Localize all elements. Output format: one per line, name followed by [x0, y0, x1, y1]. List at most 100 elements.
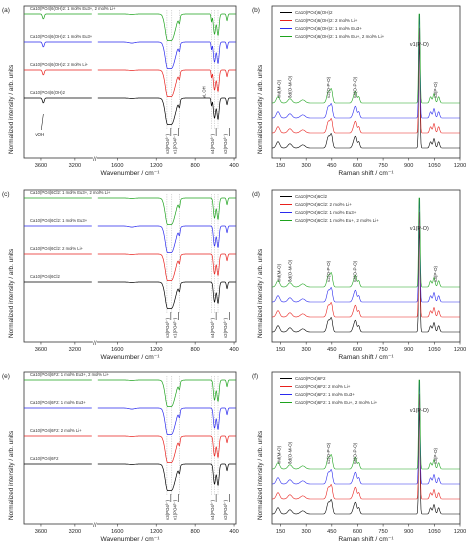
peak-label: ν2(PO4³⁻)	[223, 133, 228, 154]
peak-label: δd(O-M-O)	[288, 75, 293, 98]
peak-label: ν4(PO4³⁻)	[210, 317, 215, 338]
x-axis-label: Raman shift / cm⁻¹	[338, 170, 394, 177]
x-tick-label: 1050	[428, 347, 440, 353]
x-tick-label: 800	[190, 163, 199, 169]
series-line-3	[24, 379, 236, 407]
axis-break-mask	[92, 520, 97, 528]
legend-entry-3: Ca10(PO4)6F2: 1 mol% Eu3+, 2 mol% Li+	[30, 372, 109, 377]
series-line-1	[272, 393, 460, 500]
panel-letter: (e)	[2, 373, 10, 380]
x-axis-label: Wavenumber / cm⁻¹	[101, 536, 161, 543]
peak-label: ν2(O-P-O)	[326, 442, 331, 464]
peak-label: νM(M-O)	[277, 79, 282, 98]
series-line-3	[272, 379, 460, 470]
axis-break-mark: //	[93, 341, 97, 347]
legend-entry-1: Ca10(PO4)6(OH)2: 2 mol% Li+	[30, 62, 89, 67]
peak-label: ν1(PO4³⁻)	[173, 317, 178, 338]
series-line-2	[272, 197, 460, 303]
x-tick-label: 1600	[111, 163, 123, 169]
raman-panel-3: (d) Ca10(PO4)6Cl2 Ca10(PO4)6Cl2: 2 mol% Li…	[252, 189, 466, 361]
panel-letter: (c)	[2, 191, 10, 198]
peak-label: ν3(P-O)	[433, 265, 438, 282]
x-tick-label: 1200	[454, 163, 466, 169]
peak-label: ν2(O-P-O)	[326, 76, 331, 98]
series-line-0	[272, 226, 460, 333]
peak-label: ν2(O-P-O)	[326, 260, 331, 282]
panel-letter: (d)	[252, 191, 260, 198]
raman-panel-5: (f) Ca10(PO4)6F2 Ca10(PO4)6F2: 2 mol% Li+ C…	[252, 371, 466, 543]
x-tick-label: 300	[302, 347, 311, 353]
peak-label: ν1(PO4³⁻)	[173, 133, 178, 154]
x-tick-label: 600	[353, 529, 362, 535]
x-tick-label: 3200	[69, 347, 81, 353]
series-line-1	[24, 69, 236, 97]
x-tick-label: 450	[327, 529, 336, 535]
series-line-1	[24, 253, 236, 281]
oh-label: νL OH	[201, 86, 206, 98]
peak-label: ν3(PO4³⁻)	[165, 499, 170, 520]
x-tick-label: 1600	[111, 529, 123, 535]
x-tick-label: 1200	[150, 347, 162, 353]
x-tick-label: 3600	[35, 529, 47, 535]
legend-entry-3: Ca10(PO4)6(OH)2: 1 mol% Eu+, 2 mol% Li+	[295, 34, 385, 39]
legend-entry-0: Ca10(PO4)6Cl2	[30, 274, 60, 279]
peak-label: δd(O-M-O)	[288, 441, 293, 464]
plot-frame	[23, 5, 237, 159]
legend-entry-2: Ca10(PO4)6F2: 1 mol% Eu3+	[295, 392, 355, 397]
peak-label: ν4(O-P-O)	[353, 442, 358, 464]
x-axis-label: Wavenumber / cm⁻¹	[101, 170, 161, 177]
x-tick-label: 400	[229, 347, 238, 353]
x-tick-label: 1200	[454, 529, 466, 535]
series-line-3	[272, 197, 460, 288]
peak-label: ν4(O-P-O)	[353, 260, 358, 282]
x-tick-label: 750	[378, 529, 387, 535]
x-tick-label: 450	[327, 347, 336, 353]
y-axis-label: Normalized intensity / arb. units	[8, 431, 15, 520]
x-tick-label: 900	[404, 347, 413, 353]
x-tick-label: 600	[353, 163, 362, 169]
peak-label: νM(M-O)	[277, 263, 282, 282]
series-line-3	[272, 13, 460, 104]
oh-stretch-label: νOH	[35, 132, 44, 137]
plot-frame	[271, 5, 461, 159]
x-tick-label: 3600	[35, 347, 47, 353]
ftir-panel-0: (a) // Ca10(PO4)6(OH)2 Ca10(PO4)6(OH)2: 2 m…	[2, 5, 239, 177]
x-tick-label: 800	[190, 347, 199, 353]
ftir-panel-4: (e) // Ca10(PO4)6F2 Ca10(PO4)6F2: 2 mol% Li…	[2, 371, 239, 543]
legend-entry-3: Ca10(PO4)6(OH)2: 1 mol% Eu3+, 2 mol% Li+	[30, 6, 116, 11]
series-line-0	[24, 463, 236, 491]
x-tick-label: 450	[327, 163, 336, 169]
x-tick-label: 400	[229, 529, 238, 535]
series-line-3	[24, 197, 236, 225]
x-tick-label: 3600	[35, 163, 47, 169]
legend-entry-3: Ca10(PO4)6Cl2: 1 mol% Eu+, 2 mol% Li+	[295, 218, 379, 223]
axis-break-mask	[92, 338, 97, 346]
oh-arrow	[41, 113, 44, 131]
peak-label: ν4(PO4³⁻)	[210, 133, 215, 154]
panel-letter: (b)	[252, 7, 260, 14]
series-line-0	[24, 97, 236, 125]
peak-label: ν3(PO4³⁻)	[165, 317, 170, 338]
peak-label: ν3(PO4³⁻)	[165, 133, 170, 154]
x-tick-label: 1600	[111, 347, 123, 353]
legend-entry-2: Ca10(PO4)6(OH)2: 1 mol% Eu3+	[295, 26, 362, 31]
axis-break-mask	[92, 154, 97, 162]
series-line-2	[24, 225, 236, 253]
legend-entry-0: Ca10(PO4)6(OH)2	[295, 10, 333, 15]
legend-entry-1: Ca10(PO4)6Cl2: 2 mol% Li+	[30, 246, 84, 251]
raman-panel-1: (b) Ca10(PO4)6(OH)2 Ca10(PO4)6(OH)2: 2 mol…	[252, 5, 466, 177]
panel-letter: (f)	[252, 373, 258, 380]
x-tick-label: 800	[190, 529, 199, 535]
series-line-0	[272, 408, 460, 515]
plot-frame	[23, 189, 237, 343]
series-line-2	[272, 13, 460, 119]
peak-label: ν4(O-P-O)	[353, 76, 358, 98]
plot-frame	[23, 371, 237, 525]
y-axis-label: Normalized intensity / arb. units	[257, 65, 264, 154]
x-tick-label: 300	[302, 163, 311, 169]
legend-entry-0: Ca10(PO4)6F2	[30, 456, 59, 461]
x-axis-label: Wavenumber / cm⁻¹	[101, 354, 161, 361]
legend-entry-1: Ca10(PO4)6F2: 2 mol% Li+	[295, 384, 351, 389]
legend-entry-0: Ca10(PO4)6(OH)2	[30, 90, 66, 95]
